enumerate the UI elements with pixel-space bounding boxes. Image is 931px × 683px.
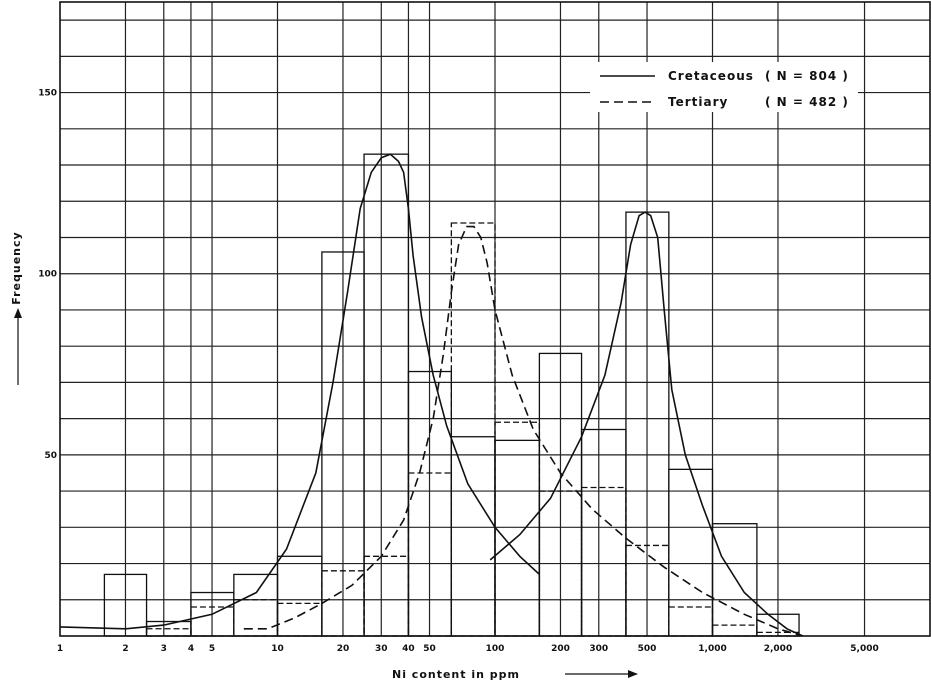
fitted-curve-cretaceous [59, 153, 540, 630]
histogram-bar-cretaceous [711, 523, 758, 637]
x-tick-label: 5 [209, 644, 215, 654]
x-axis-arrow-head [628, 670, 638, 678]
x-tick-label: 20 [337, 644, 350, 654]
x-tick-label: 2,000 [764, 644, 792, 654]
histogram-bar-cretaceous [668, 468, 714, 637]
x-tick-label: 4 [188, 644, 194, 654]
x-tick-label: 300 [589, 644, 608, 654]
histogram-bar-tertiary [668, 606, 714, 637]
x-tick-label: 5,000 [850, 644, 878, 654]
fitted-curve-tertiary [243, 225, 804, 637]
y-tick-label: 100 [38, 270, 57, 280]
x-tick-label: 2 [122, 644, 128, 654]
x-tick-label: 1,000 [698, 644, 726, 654]
histogram-bar-tertiary [145, 628, 192, 637]
histogram-bar-tertiary [450, 222, 496, 637]
distribution-curves [59, 153, 804, 637]
plot-frame [59, 1, 931, 637]
x-tick-label: 40 [402, 644, 415, 654]
x-axis-title: Ni content in ppm [392, 668, 520, 681]
legend-label-tertiary: Tertiary [668, 95, 728, 109]
y-tick-label: 50 [44, 451, 57, 461]
tick-labels: 1 2 3 4 5 10 20 30 40 50 100 200 300 500 1,000 2,000 5,0… [38, 89, 879, 654]
histogram-bar-tertiary [711, 624, 758, 637]
legend-background [590, 62, 858, 112]
legend-label-cretaceous: Cretaceous [668, 69, 754, 83]
y-axis-arrow-head [14, 308, 22, 318]
histogram-bar-cretaceous [276, 555, 323, 637]
x-tick-label: 200 [551, 644, 570, 654]
x-tick-label: 3 [161, 644, 167, 654]
histogram-bar-cretaceous [494, 439, 541, 637]
fitted-curve-cretaceous [489, 211, 804, 637]
x-tick-label: 100 [486, 644, 505, 654]
histogram-bar-tertiary [276, 602, 323, 637]
x-tick-label: 1 [57, 644, 63, 654]
x-tick-label: 50 [423, 644, 436, 654]
histogram-bar-cretaceous [233, 573, 279, 637]
x-tick-label: 500 [638, 644, 657, 654]
y-tick-label: 150 [38, 89, 57, 99]
x-tick-label: 10 [271, 644, 284, 654]
histogram-bar-tertiary [363, 555, 410, 637]
histogram-bar-tertiary [233, 599, 279, 637]
histogram-bar-cretaceous [450, 436, 496, 637]
y-axis-title: Frequency [10, 231, 23, 304]
legend-count-tertiary: ( N = 482 ) [765, 95, 849, 109]
legend-count-cretaceous: ( N = 804 ) [765, 69, 849, 83]
legend: Cretaceous ( N = 804 ) Tertiary ( N = 48… [590, 62, 858, 112]
histogram-bar-tertiary [580, 486, 627, 637]
x-tick-label: 30 [375, 644, 388, 654]
